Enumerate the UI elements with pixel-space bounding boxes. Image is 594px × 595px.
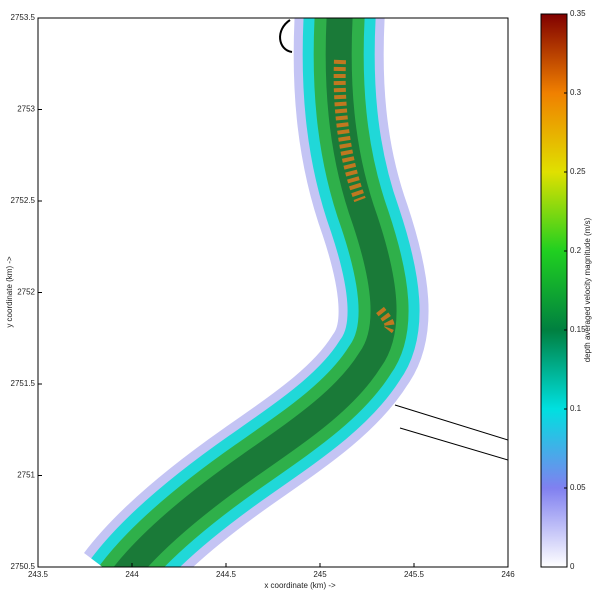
colorbar-tick-label: 0.25 [570, 167, 586, 176]
colorbar-tick-label: 0.1 [570, 404, 582, 413]
colorbar-tick-label: 0.15 [570, 325, 586, 334]
y-tick-label: 2753 [17, 105, 35, 114]
river-core [113, 18, 397, 567]
harbor-outline [279, 19, 293, 53]
colorbar-tick-label: 0.2 [570, 246, 582, 255]
colorbar-label: depth averaged velocity magnitude (m/s) [583, 217, 592, 362]
x-tick-label: 243.5 [28, 570, 49, 579]
x-tick-label: 244 [125, 570, 139, 579]
river-fast [376, 306, 395, 334]
colorbar-tick-label: 0.35 [570, 9, 586, 18]
x-tick-label: 245 [313, 570, 327, 579]
colorbar-tick-label: 0 [570, 562, 575, 571]
y-tick-label: 2751.5 [11, 379, 36, 388]
river-field [84, 18, 508, 567]
colorbar-tick-label: 0.3 [570, 88, 582, 97]
x-tick-label: 244.5 [216, 570, 237, 579]
x-tick-label: 245.5 [404, 570, 425, 579]
colorbar-tick-label: 0.05 [570, 483, 586, 492]
colorbar [540, 13, 568, 568]
y-tick-label: 2752 [17, 288, 35, 297]
x-axis-label: x coordinate (km) -> [264, 581, 336, 590]
y-tick-label: 2753.5 [11, 13, 36, 22]
y-tick-label: 2752.5 [11, 196, 36, 205]
side-channel [394, 404, 508, 461]
river-fast [333, 59, 366, 203]
y-tick-label: 2750.5 [11, 562, 36, 571]
y-tick-label: 2751 [17, 471, 35, 480]
y-axis-label: y coordinate (km) -> [5, 256, 14, 328]
x-tick-label: 246 [501, 570, 515, 579]
